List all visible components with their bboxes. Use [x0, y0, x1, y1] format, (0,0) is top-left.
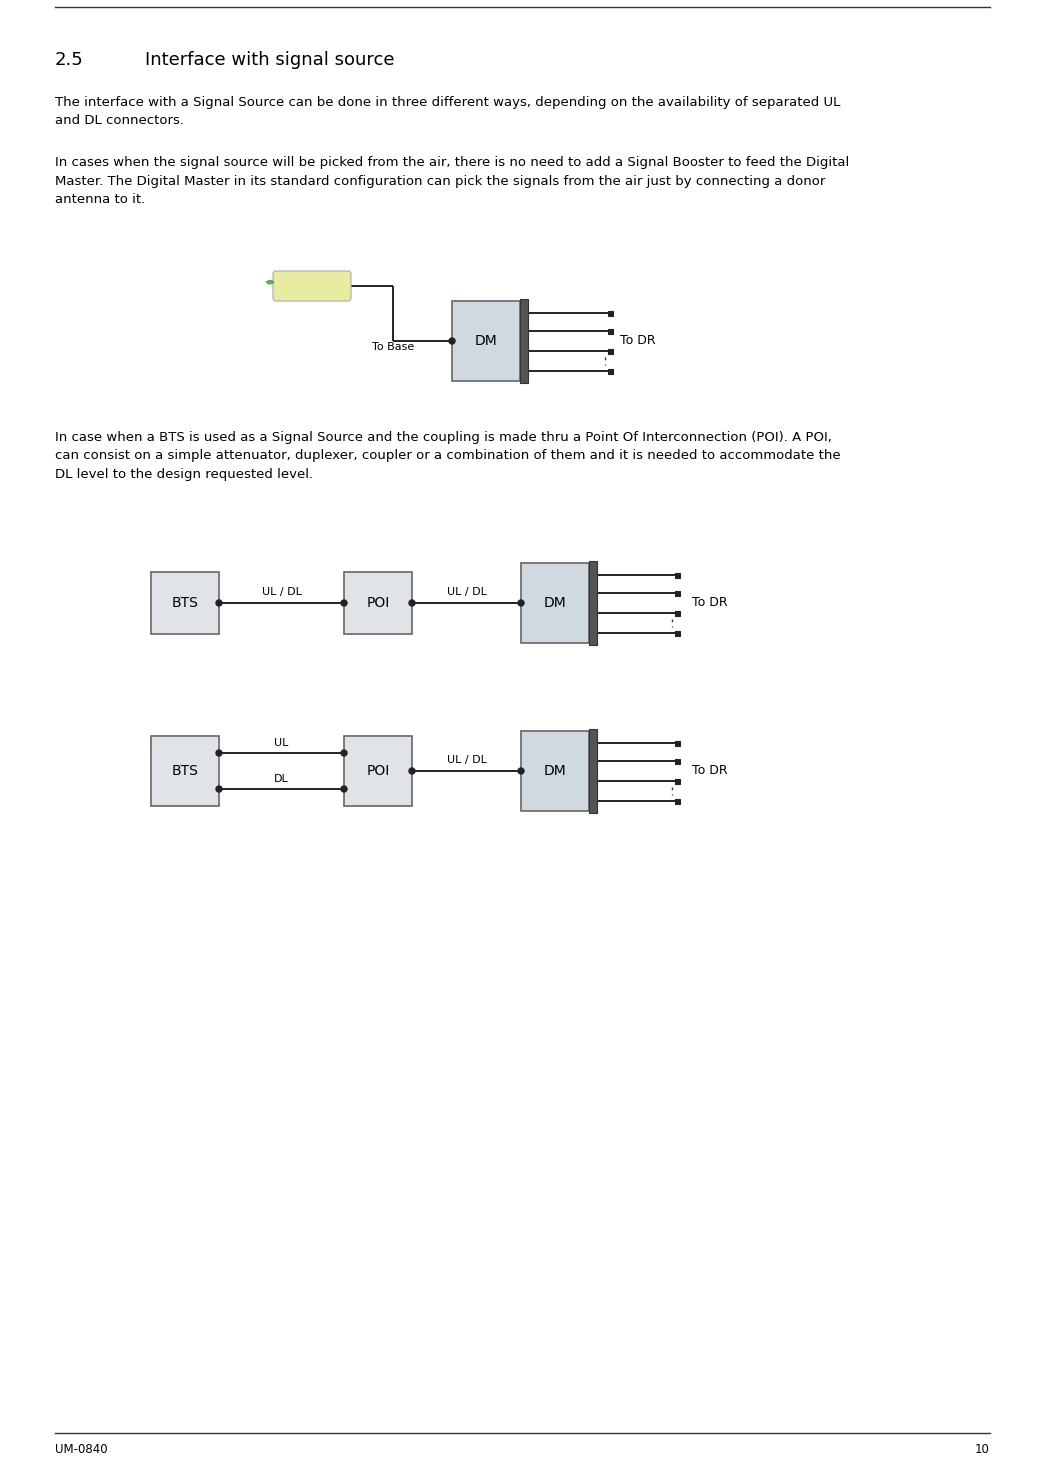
Bar — [452, 301, 520, 381]
Circle shape — [449, 338, 456, 344]
Circle shape — [409, 600, 415, 606]
Bar — [607, 329, 613, 333]
Circle shape — [518, 600, 524, 606]
Bar — [520, 299, 528, 384]
Bar — [589, 729, 597, 813]
Circle shape — [341, 600, 347, 606]
Text: BTS: BTS — [172, 764, 199, 778]
Circle shape — [341, 786, 347, 792]
Text: DM: DM — [544, 595, 567, 610]
Circle shape — [216, 749, 222, 755]
Bar — [344, 736, 412, 806]
Text: UL / DL: UL / DL — [446, 586, 487, 597]
Text: UM-0840: UM-0840 — [55, 1442, 107, 1456]
Text: To DR: To DR — [692, 597, 728, 610]
Text: UL / DL: UL / DL — [262, 586, 302, 597]
Text: BTS: BTS — [172, 595, 199, 610]
Text: In case when a BTS is used as a Signal Source and the coupling is made thru a Po: In case when a BTS is used as a Signal S… — [55, 431, 840, 481]
Circle shape — [341, 749, 347, 755]
Bar — [675, 610, 679, 616]
Bar — [344, 572, 412, 634]
Bar — [521, 563, 589, 643]
Text: POI: POI — [366, 595, 390, 610]
Bar — [675, 758, 679, 764]
Bar — [675, 798, 679, 804]
Bar — [675, 573, 679, 578]
Text: To DR: To DR — [692, 764, 728, 778]
Text: To DR: To DR — [620, 335, 655, 348]
Text: DL: DL — [275, 775, 289, 783]
Circle shape — [216, 600, 222, 606]
Text: 10: 10 — [976, 1442, 990, 1456]
Bar — [521, 732, 589, 812]
Bar — [675, 591, 679, 595]
Bar — [675, 779, 679, 783]
FancyBboxPatch shape — [272, 271, 352, 301]
Bar — [151, 572, 219, 634]
Circle shape — [518, 769, 524, 775]
Bar — [151, 736, 219, 806]
Text: In cases when the signal source will be picked from the air, there is no need to: In cases when the signal source will be … — [55, 156, 850, 206]
Bar — [607, 311, 613, 315]
Text: POI: POI — [366, 764, 390, 778]
Bar — [589, 561, 597, 646]
Bar — [607, 348, 613, 354]
Text: Interface with signal source: Interface with signal source — [145, 50, 394, 70]
Text: 2.5: 2.5 — [55, 50, 84, 70]
Text: DM: DM — [544, 764, 567, 778]
Bar — [675, 631, 679, 635]
Circle shape — [216, 786, 222, 792]
Circle shape — [409, 769, 415, 775]
Text: UL / DL: UL / DL — [446, 755, 487, 766]
Bar — [607, 369, 613, 373]
Text: DM: DM — [474, 335, 497, 348]
Bar — [675, 740, 679, 745]
Text: UL: UL — [275, 738, 289, 748]
Text: To Base: To Base — [372, 342, 414, 352]
Text: The interface with a Signal Source can be done in three different ways, dependin: The interface with a Signal Source can b… — [55, 96, 840, 127]
